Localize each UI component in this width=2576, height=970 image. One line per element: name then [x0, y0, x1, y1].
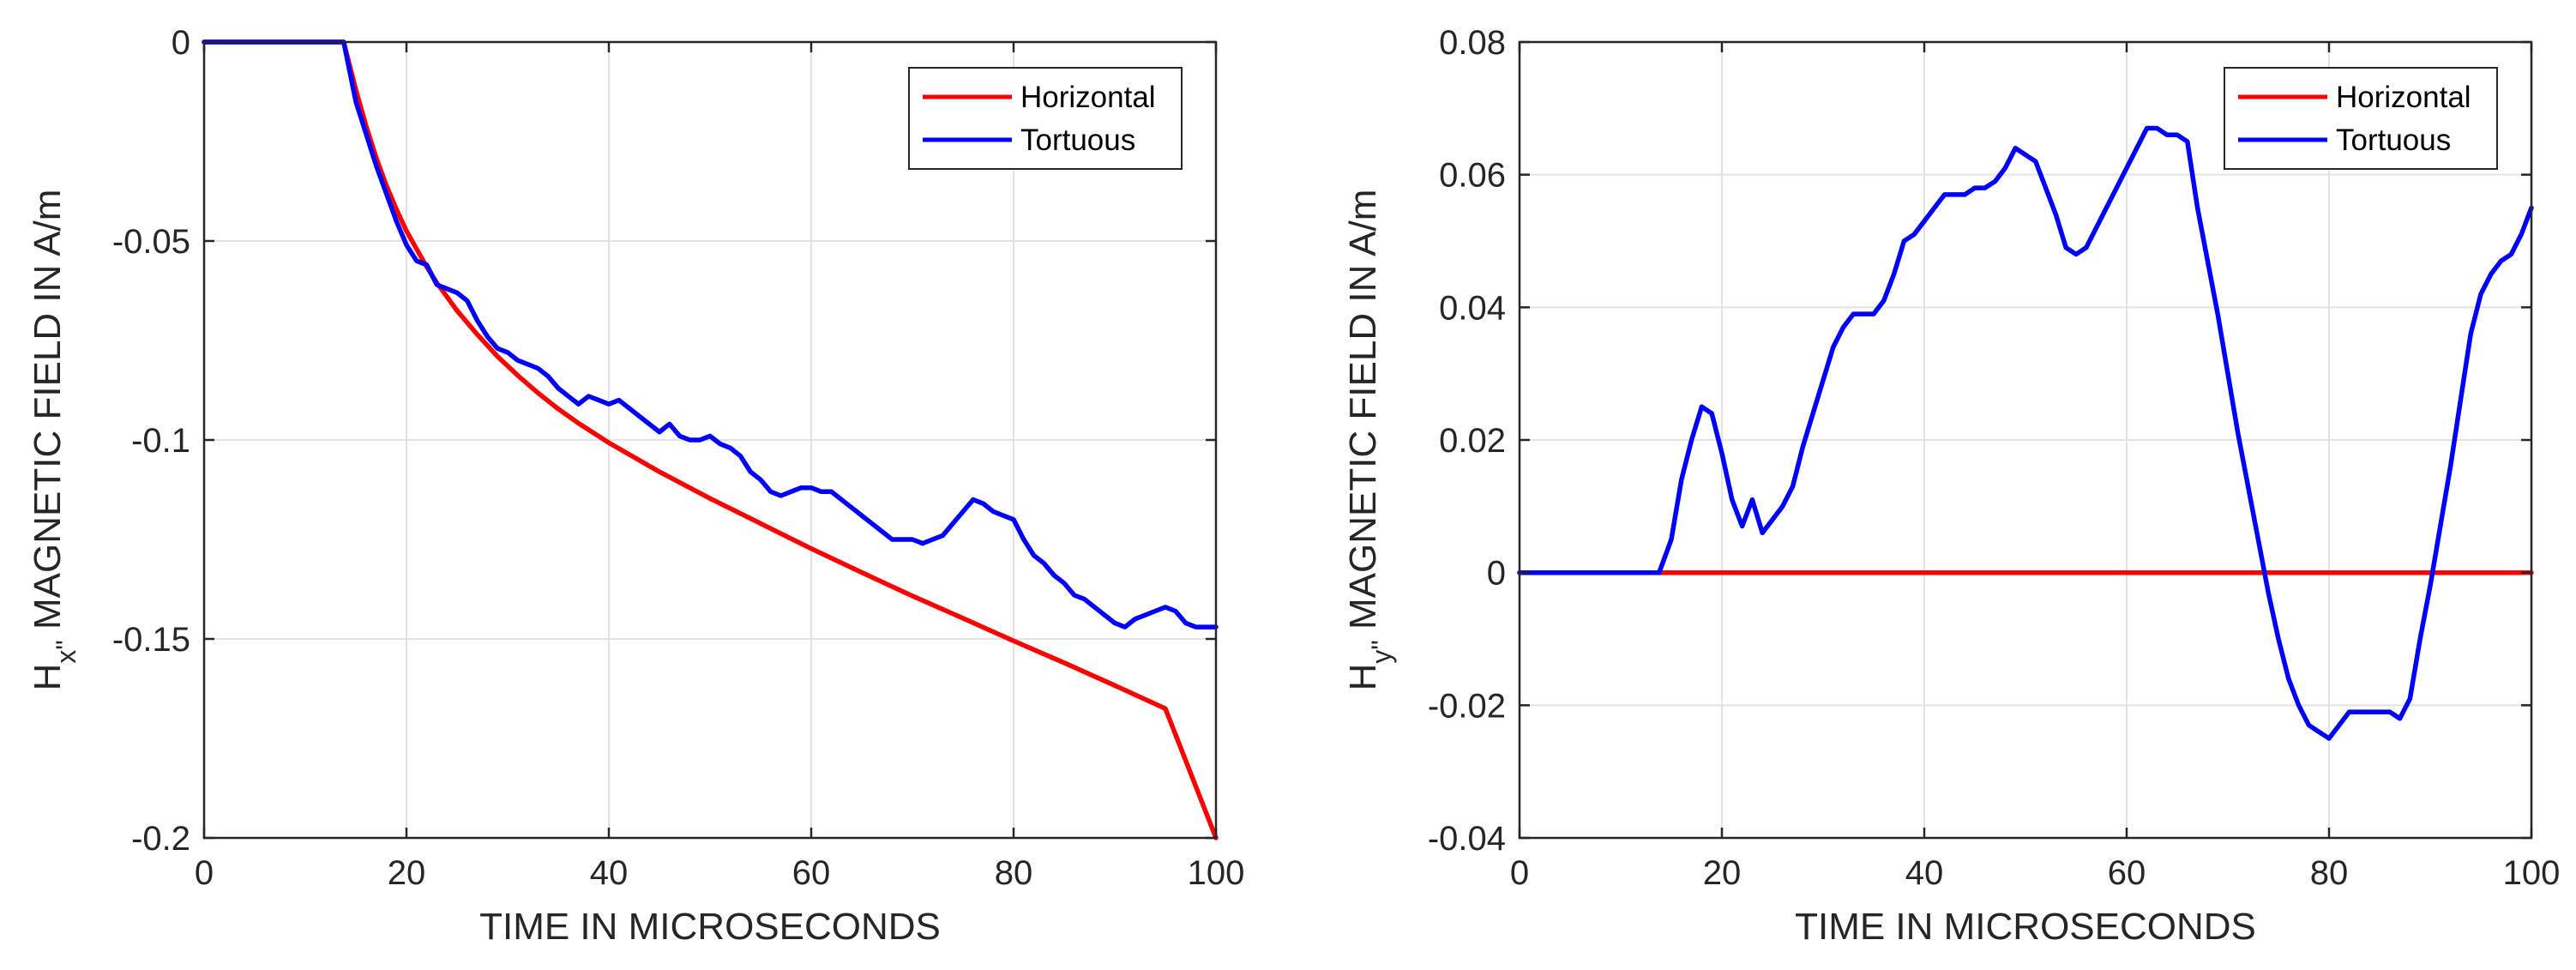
chart-hy-legend-box	[2224, 67, 2498, 170]
chart-hy-y-label-subscript: y"	[1366, 640, 1397, 663]
chart-hy-y-tick-label: -0.02	[1428, 687, 1506, 725]
chart-hx-y-tick-label: -0.15	[112, 621, 190, 659]
chart-hx-series-tortuous	[202, 39, 1219, 630]
chart-hx-x-tick-label: 40	[590, 854, 629, 892]
chart-hx-y-label-suffix: MAGNETIC FIELD IN A/m	[27, 190, 69, 641]
chart-hy-x-axis-label: TIME IN MICROSECONDS	[1795, 906, 2256, 948]
chart-hy-x-tick-label: 80	[2310, 854, 2349, 892]
chart-hy-x-tick-label: 60	[2108, 854, 2146, 892]
chart-hy-series-tortuous	[1517, 125, 2534, 741]
chart-hy: 0 20 40 60 80 100-0.04-0.0200.020.040.060.08 …	[1342, 24, 2560, 948]
chart-hx-y-tick-label: -0.05	[112, 223, 190, 261]
chart-hx-y-tick-label: -0.2	[131, 820, 190, 858]
chart-hy-x-tick-label: 40	[1905, 854, 1944, 892]
chart-hy-y-axis-label: Hy" MAGNETIC FIELD IN A/m	[1342, 190, 1397, 691]
chart-hy-y-tick-label: 0	[1487, 555, 1506, 593]
chart-hx-x-tick-label: 80	[995, 854, 1033, 892]
chart-hx-x-tick-label: 0	[195, 854, 214, 892]
chart-hy-y-tick-label: 0.08	[1439, 24, 1506, 62]
chart-hx-y-axis-label: Hx" MAGNETIC FIELD IN A/m	[27, 190, 81, 691]
chart-hy-y-tick-label: 0.02	[1439, 422, 1506, 460]
chart-hx-y-label-prefix: H	[27, 664, 69, 691]
chart-hy-legend-label-tortuous: Tortuous	[2336, 124, 2451, 157]
chart-hx-y-tick-label: -0.1	[131, 422, 190, 460]
chart-hy-legend-label-horizontal: Horizontal	[2336, 81, 2471, 114]
chart-hy-y-tick-label: 0.04	[1439, 289, 1506, 327]
chart-hx-legend-box	[908, 67, 1183, 170]
chart-hy-x-tick-label: 100	[2503, 854, 2561, 892]
chart-hy-legend: Horizontal Tortuous	[2224, 67, 2498, 170]
chart-hx-x-tick-label: 60	[792, 854, 831, 892]
chart-hy-y-tick-label: 0.06	[1439, 157, 1506, 195]
chart-hx: 0 20 40 60 80 100 -0.2 -0.15 -0.1 -0.05 0 TIME IN …	[27, 24, 1244, 948]
chart-hy-y-tick-label: -0.04	[1428, 820, 1506, 858]
chart-hx-y-label-subscript: x"	[51, 640, 81, 663]
chart-hx-x-tick-label: 20	[388, 854, 426, 892]
chart-hx-series-horizontal	[202, 39, 1219, 840]
chart-hx-x-axis-label: TIME IN MICROSECONDS	[479, 906, 941, 948]
chart-hy-y-label-prefix: H	[1342, 664, 1384, 691]
chart-hx-x-tick-label: 100	[1188, 854, 1245, 892]
chart-hy-y-label-suffix: MAGNETIC FIELD IN A/m	[1342, 190, 1384, 641]
chart-hx-legend-label-tortuous: Tortuous	[1020, 124, 1135, 157]
chart-hx-y-tick-label: 0	[172, 24, 190, 62]
chart-hy-x-tick-label: 20	[1703, 854, 1742, 892]
chart-hx-legend: Horizontal Tortuous	[908, 67, 1183, 170]
chart-hy-x-tick-label: 0	[1510, 854, 1529, 892]
chart-hx-legend-label-horizontal: Horizontal	[1020, 81, 1156, 114]
